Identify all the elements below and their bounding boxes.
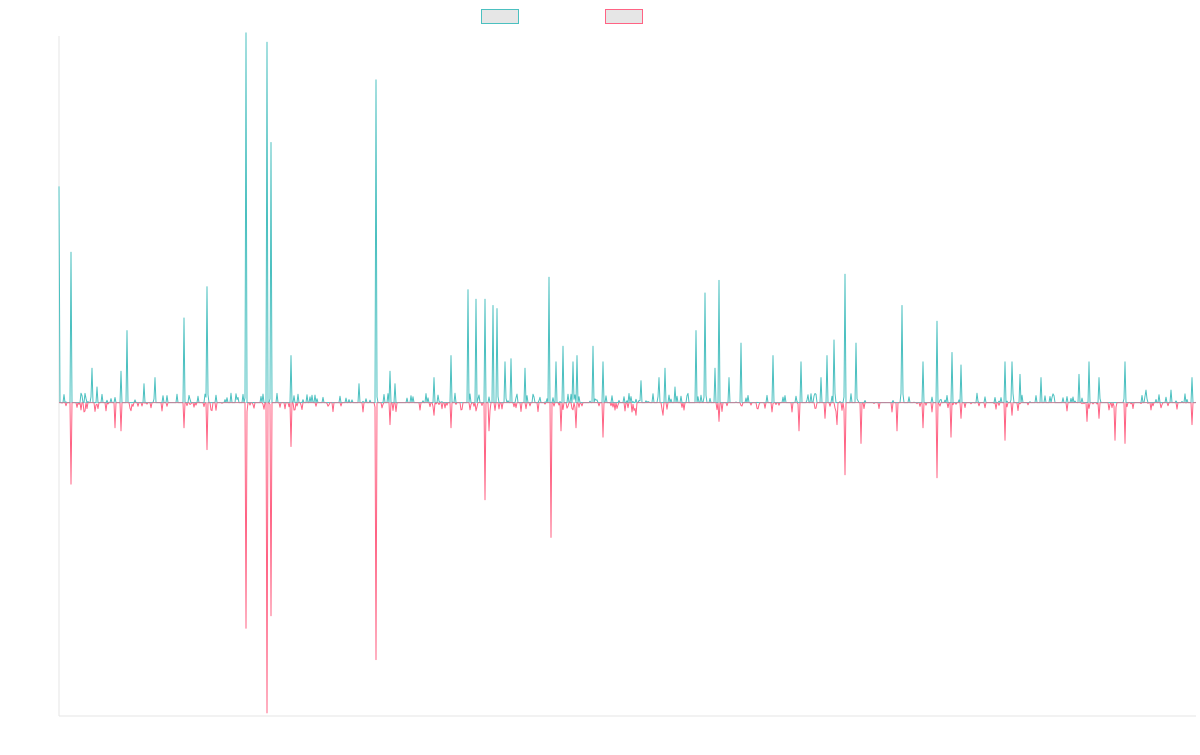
series-line-1 (58, 32, 1197, 404)
legend-swatch-series-1 (481, 9, 519, 24)
series-line-2 (59, 402, 1196, 714)
legend-swatch-series-2 (605, 9, 643, 24)
legend (0, 9, 1200, 27)
